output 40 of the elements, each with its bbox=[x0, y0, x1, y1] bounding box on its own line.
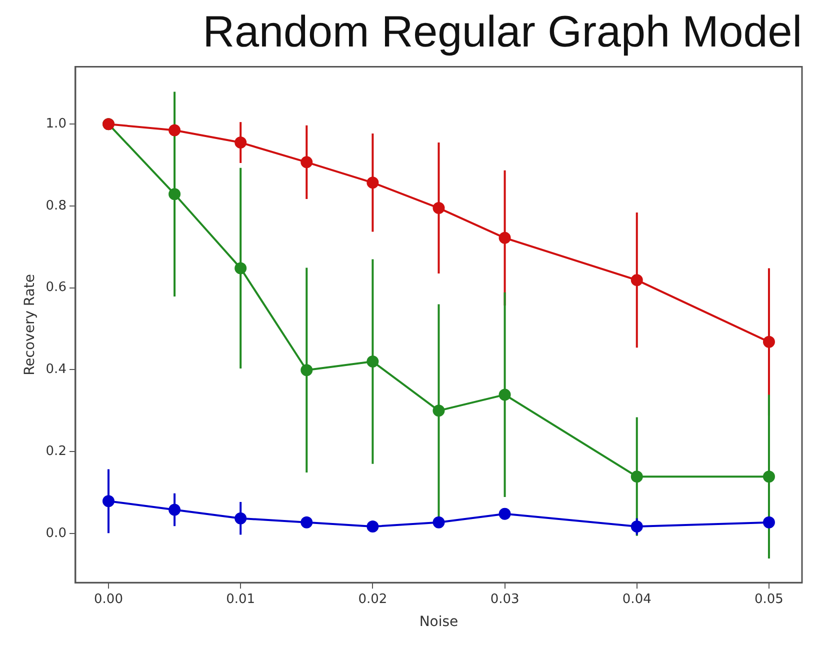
point bbox=[366, 356, 379, 368]
x-tick-label: 0.05 bbox=[754, 592, 784, 607]
point bbox=[630, 274, 643, 286]
point bbox=[102, 495, 114, 508]
chart-title: Random Regular Graph Model bbox=[202, 8, 802, 57]
point bbox=[432, 516, 445, 528]
point bbox=[300, 156, 313, 168]
point bbox=[498, 388, 511, 401]
y-tick-label: 0.0 bbox=[46, 526, 66, 541]
y-tick-label: 0.6 bbox=[46, 280, 66, 296]
x-tick-label: 0.03 bbox=[490, 592, 520, 607]
x-tick-label: 0.01 bbox=[226, 592, 256, 607]
y-tick-label: 0.4 bbox=[46, 362, 66, 378]
point bbox=[234, 136, 247, 149]
y-axis-title: Recovery Rate bbox=[22, 274, 38, 376]
point bbox=[366, 520, 379, 533]
point bbox=[432, 202, 445, 214]
point bbox=[762, 516, 775, 528]
point bbox=[498, 232, 511, 244]
point bbox=[300, 516, 313, 528]
point bbox=[498, 508, 511, 520]
point bbox=[300, 364, 313, 376]
point bbox=[630, 470, 643, 483]
y-tick-label: 1.0 bbox=[46, 116, 66, 132]
point bbox=[630, 520, 643, 533]
x-tick-label: 0.04 bbox=[622, 592, 652, 607]
point bbox=[762, 470, 775, 483]
point bbox=[168, 124, 181, 136]
x-tick-label: 0.02 bbox=[358, 592, 388, 607]
y-tick-label: 0.8 bbox=[46, 198, 66, 214]
x-axis-title: Noise bbox=[419, 614, 458, 630]
point bbox=[762, 336, 775, 348]
point bbox=[168, 504, 181, 516]
point bbox=[168, 188, 181, 200]
point bbox=[234, 512, 247, 524]
point bbox=[366, 176, 379, 189]
y-tick-label: 0.2 bbox=[46, 444, 66, 459]
point bbox=[432, 404, 445, 417]
point bbox=[234, 262, 247, 274]
x-tick-label: 0.00 bbox=[94, 592, 123, 607]
